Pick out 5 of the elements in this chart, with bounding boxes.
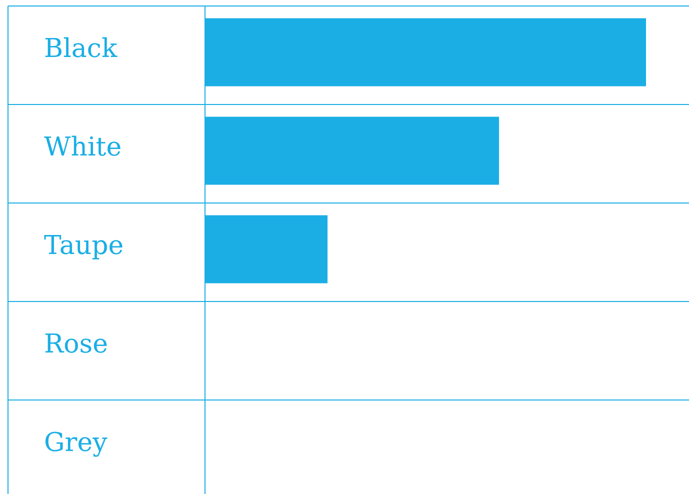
- y-tick-label: Taupe: [44, 231, 124, 261]
- y-tick-label: Rose: [44, 330, 108, 360]
- y-tick-label: Grey: [44, 428, 108, 458]
- y-tick-label: White: [44, 132, 122, 162]
- y-tick-label: Black: [44, 34, 118, 64]
